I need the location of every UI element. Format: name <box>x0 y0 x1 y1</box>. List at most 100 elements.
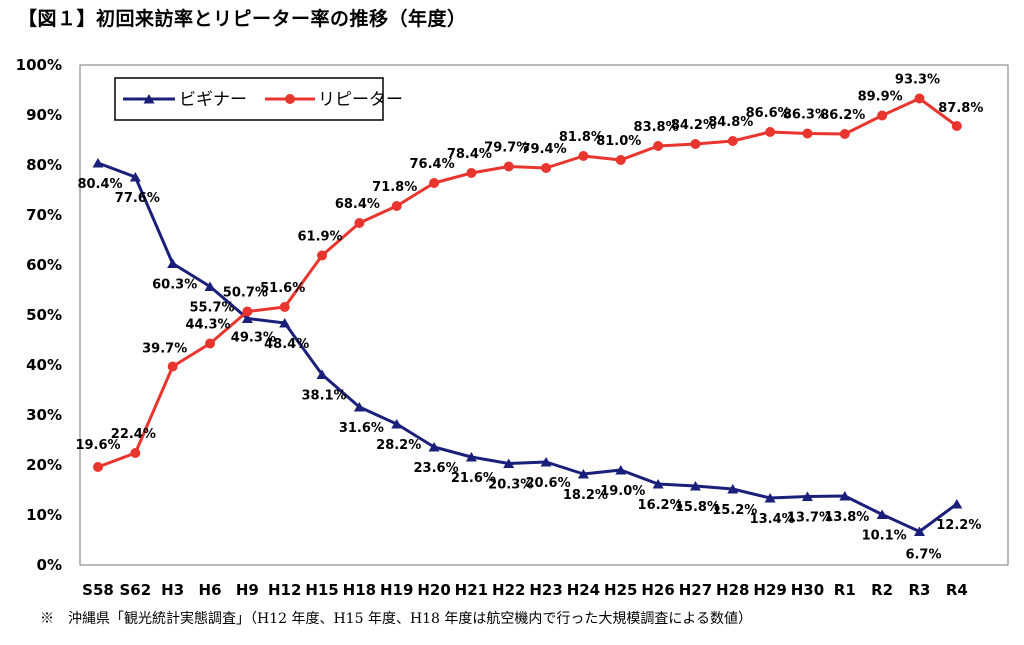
repeater-point <box>914 93 925 104</box>
beginner-data-label: 15.8% <box>675 500 720 515</box>
beginner-point <box>428 442 440 452</box>
beginner-data-label: 20.6% <box>526 476 571 491</box>
repeater-data-label: 84.8% <box>708 115 753 130</box>
legend-marker-repeater <box>285 94 295 104</box>
x-tick-label: H9 <box>236 581 259 599</box>
beginner-point <box>801 491 813 501</box>
y-tick-label: 60% <box>26 256 62 274</box>
x-tick-label: H12 <box>268 581 301 599</box>
repeater-data-label: 87.8% <box>938 101 983 116</box>
repeater-point <box>466 168 477 178</box>
repeater-point <box>242 306 253 317</box>
repeater-data-label: 86.2% <box>820 108 865 123</box>
y-tick-label: 50% <box>26 306 62 324</box>
beginner-data-label: 77.6% <box>115 191 160 206</box>
x-tick-label: H18 <box>343 581 376 599</box>
beginner-data-label: 6.7% <box>905 548 941 563</box>
x-tick-label: H23 <box>529 581 562 599</box>
beginner-data-label: 19.0% <box>600 484 645 499</box>
x-tick-label: R2 <box>871 581 893 599</box>
repeater-data-label: 51.6% <box>260 281 305 296</box>
repeater-data-label: 39.7% <box>142 342 187 357</box>
beginner-point <box>577 469 589 479</box>
repeater-point <box>653 141 664 151</box>
beginner-data-label: 60.3% <box>152 278 197 293</box>
x-tick-label: H25 <box>604 581 637 599</box>
beginner-data-label: 16.2% <box>638 498 683 513</box>
beginner-point <box>279 318 291 328</box>
legend-box <box>114 77 384 121</box>
x-tick-label: H28 <box>716 581 749 599</box>
x-tick-label: H24 <box>567 581 600 599</box>
repeater-data-label: 89.9% <box>858 90 903 105</box>
beginner-data-label: 80.4% <box>77 177 122 192</box>
repeater-point <box>541 163 552 173</box>
beginner-data-label: 38.1% <box>301 389 346 404</box>
repeater-point <box>130 448 141 458</box>
repeater-data-label: 68.4% <box>335 197 380 212</box>
beginner-point <box>167 258 179 268</box>
beginner-point <box>391 419 403 429</box>
beginner-point <box>353 402 365 412</box>
beginner-data-label: 21.6% <box>451 471 496 486</box>
repeater-point <box>391 201 402 211</box>
beginner-point <box>204 281 216 291</box>
y-tick-label: 70% <box>26 206 62 224</box>
repeater-data-label: 22.4% <box>111 427 156 442</box>
legend-label-beginner: ビギナー <box>179 90 247 110</box>
x-tick-label: S62 <box>119 581 151 599</box>
y-tick-label: 30% <box>26 406 62 424</box>
beginner-data-label: 48.4% <box>264 337 309 352</box>
x-tick-label: R1 <box>834 581 856 599</box>
repeater-point <box>429 178 440 188</box>
plot-area-frame <box>79 64 1009 566</box>
repeater-point <box>279 302 290 312</box>
repeater-data-label: 79.4% <box>522 142 567 157</box>
x-tick-label: H30 <box>791 581 824 599</box>
repeater-data-label: 81.8% <box>559 130 604 145</box>
series-layer <box>92 93 963 536</box>
repeater-data-label: 44.3% <box>185 318 230 333</box>
repeater-data-label: 86.3% <box>783 108 828 123</box>
beginner-point <box>540 457 552 467</box>
repeater-point <box>690 139 701 149</box>
repeater-point <box>354 218 365 228</box>
repeater-point <box>167 361 178 372</box>
beginner-point <box>652 479 664 489</box>
beginner-point <box>876 509 888 519</box>
repeater-point <box>578 151 589 161</box>
x-tick-label: H22 <box>492 581 525 599</box>
repeater-point <box>839 129 850 139</box>
x-tick-label: H3 <box>161 581 184 599</box>
repeater-data-label: 50.7% <box>223 286 268 301</box>
y-tick-label: 90% <box>26 106 62 124</box>
series-line-beginner <box>97 161 958 533</box>
beginner-point <box>615 465 627 475</box>
repeater-point <box>877 110 888 121</box>
repeater-data-label: 84.2% <box>671 118 716 133</box>
repeater-data-label: 61.9% <box>297 230 342 245</box>
beginner-data-label: 49.3% <box>231 331 276 346</box>
chart-axes: 0% 10% 20% 30% 40% 50% 60% 70% 80% 90% 100% S58 S62 H… <box>16 56 1009 599</box>
data-labels-layer: 80.4%77.6% 60.3% 55.7% 49.3%48.4% 38.1% 31.6%… <box>75 73 983 563</box>
source-note: ※ 沖縄県「観光統計実態調査」（H12 年度、H15 年度、H18 年度は航空機… <box>40 611 752 627</box>
beginner-data-label: 55.7% <box>189 301 234 316</box>
x-tick-label: H21 <box>455 581 488 599</box>
beginner-data-label: 12.2% <box>936 518 981 533</box>
repeater-point <box>765 127 776 137</box>
chart-title: 【図１】初回来訪率とリピーター率の推移（年度） <box>18 8 467 30</box>
repeater-data-label: 78.4% <box>447 147 492 162</box>
x-tick-label: H20 <box>417 581 450 599</box>
beginner-point <box>951 499 963 509</box>
beginner-point <box>727 484 739 494</box>
beginner-point <box>465 452 477 462</box>
repeater-data-label: 86.6% <box>746 106 791 121</box>
legend-label-repeater: リピーター <box>318 90 403 110</box>
repeater-point <box>93 462 103 472</box>
beginner-point <box>689 481 701 491</box>
beginner-point <box>913 526 925 536</box>
beginner-data-label: 13.7% <box>787 511 832 526</box>
chart-legend: ビギナー リピーター <box>114 77 403 121</box>
beginner-data-label: 23.6% <box>414 461 459 476</box>
